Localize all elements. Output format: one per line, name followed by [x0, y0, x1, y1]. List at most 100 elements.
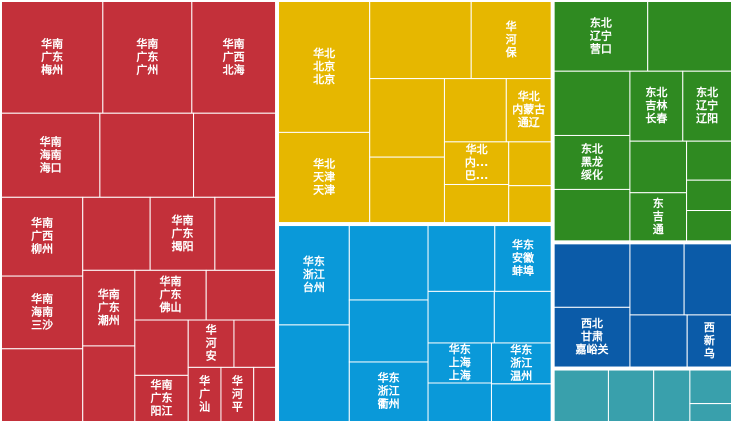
treemap-cell — [427, 382, 492, 423]
treemap-cell — [1, 275, 84, 350]
treemap-cell — [629, 70, 684, 142]
cell-label: 华南 — [41, 36, 63, 50]
treemap-cell — [686, 314, 733, 368]
cell-label: 西 — [704, 321, 715, 334]
cell-label: 广 — [199, 386, 210, 400]
cell-label: 华南 — [223, 36, 245, 50]
treemap-cell — [191, 1, 277, 114]
cell-label: 北海 — [223, 62, 245, 76]
treemap-cell — [647, 1, 732, 72]
treemap-cell — [82, 345, 136, 422]
treemap-cell — [348, 225, 429, 301]
cell-label: 东北 — [581, 141, 603, 155]
cell-label: 上海 — [449, 355, 471, 369]
cell-label: 台州 — [303, 280, 325, 294]
treemap-cell — [134, 319, 189, 376]
cell-label: 华南 — [31, 216, 53, 230]
cell-label: 辽宁 — [590, 28, 612, 42]
treemap-cell — [629, 243, 685, 316]
cell-label: 天津 — [313, 169, 335, 183]
cell-label: 内... — [465, 155, 489, 169]
treemap-cell — [443, 78, 507, 143]
cell-label: 华南 — [31, 291, 53, 305]
cell-label: 汕 — [199, 399, 210, 413]
treemap-cell — [1, 1, 104, 114]
cell-label: 河 — [232, 386, 243, 400]
cell-label: 华北 — [313, 46, 335, 60]
cell-label: 广西 — [31, 229, 53, 243]
treemap-cell — [505, 78, 552, 143]
cell-label: 华南 — [40, 134, 62, 148]
cell-label: 广东 — [160, 287, 182, 301]
cell-label: 长春 — [645, 111, 668, 125]
cell-label: 华南 — [151, 377, 173, 391]
treemap-cell — [682, 70, 733, 142]
cell-label: 华 — [506, 19, 517, 33]
cell-label: 华东 — [303, 254, 325, 268]
cell-label: 柳州 — [31, 242, 53, 256]
cell-label: 广东 — [136, 49, 158, 63]
cell-label: 广东 — [41, 49, 63, 63]
cell-label: 安 — [206, 349, 217, 363]
cell-label: 西北 — [581, 316, 603, 330]
cell-label: 温州 — [510, 368, 532, 382]
cell-label: 北京 — [313, 59, 335, 73]
treemap-cell — [553, 306, 631, 368]
cell-label: 衢州 — [378, 397, 400, 411]
treemap-cell — [553, 369, 609, 423]
cell-label: 乌 — [704, 346, 715, 360]
cell-label: 华东 — [449, 342, 471, 356]
cell-label: 华南 — [172, 213, 194, 227]
cell-label: 东北 — [645, 85, 667, 99]
treemap-cell — [1, 348, 84, 423]
treemap-cell — [686, 179, 732, 212]
treemap-cell — [629, 192, 688, 242]
treemap-cell — [193, 112, 277, 198]
cell-label: 甘肃 — [581, 329, 603, 343]
cell-label: 潮州 — [98, 313, 120, 327]
cell-label: 东北 — [590, 15, 612, 29]
treemap-cell — [686, 210, 732, 242]
cell-label: 广东 — [98, 300, 120, 314]
cell-label: 华东 — [378, 371, 400, 385]
treemap-cell — [427, 290, 495, 344]
cell-label: 华东 — [510, 342, 532, 356]
treemap-cell — [1, 112, 101, 198]
treemap-cell — [253, 366, 277, 423]
treemap-cell — [427, 342, 492, 384]
cell-label: 通 — [653, 223, 664, 236]
cell-label: 东北 — [696, 85, 718, 99]
cell-label: 华东 — [512, 237, 534, 251]
treemap-cell — [278, 1, 371, 133]
treemap-cell — [82, 196, 151, 271]
cell-label: 巴... — [465, 169, 489, 182]
treemap-cell — [493, 290, 552, 344]
cell-label: 通辽 — [518, 116, 541, 129]
treemap-cell — [205, 269, 277, 321]
cell-label: 天津 — [313, 182, 335, 196]
treemap-cell — [278, 324, 350, 423]
cell-label: 佛山 — [159, 300, 182, 314]
cell-label: 河 — [506, 32, 517, 46]
cell-label: 广东 — [151, 390, 173, 404]
treemap-cell — [427, 225, 496, 292]
cell-label: 平 — [232, 400, 243, 413]
cell-label: 绥化 — [581, 167, 603, 181]
cell-label: 浙江 — [378, 384, 400, 398]
treemap-cell — [187, 319, 235, 368]
treemap-cell — [508, 141, 552, 187]
cell-label: 辽宁 — [696, 98, 718, 112]
cell-label: 河 — [206, 336, 217, 350]
treemap-cell — [629, 314, 688, 368]
cell-label: 新 — [704, 333, 715, 347]
treemap-cell — [686, 140, 732, 181]
cell-label: 三沙 — [31, 318, 53, 331]
treemap-cell — [553, 243, 631, 308]
cell-label: 华 — [206, 323, 217, 337]
treemap-cell — [348, 361, 429, 423]
cell-label: 吉 — [653, 209, 664, 223]
cell-label: 广东 — [172, 226, 194, 240]
treemap-cell — [278, 225, 350, 326]
treemap-cell — [369, 156, 445, 224]
